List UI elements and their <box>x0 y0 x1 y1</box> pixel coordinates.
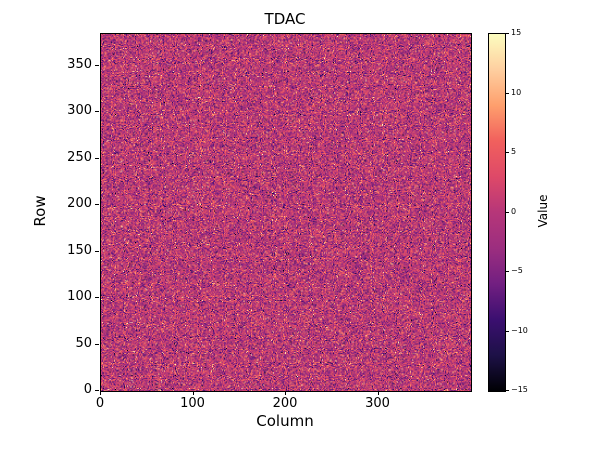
y-axis-label: Row <box>31 195 49 227</box>
y-tick-label: 50 <box>75 335 92 351</box>
y-tick-label: 350 <box>67 56 92 72</box>
colorbar-tick-label: −10 <box>511 325 528 335</box>
y-tick-label: 300 <box>67 103 92 119</box>
x-tick-mark <box>285 391 286 395</box>
colorbar-tick-label: 15 <box>511 28 522 37</box>
heatmap-canvas <box>101 34 471 391</box>
y-tick-mark <box>95 111 99 113</box>
y-tick-label: 200 <box>67 196 92 212</box>
y-tick-mark <box>95 390 99 391</box>
colorbar-tick-label: −15 <box>511 385 528 394</box>
colorbar-tick-label: 10 <box>511 87 522 97</box>
x-tick-mark <box>100 391 101 395</box>
y-tick-mark <box>95 157 99 159</box>
colorbar-tick-mark <box>506 211 509 213</box>
colorbar-tick-mark <box>506 390 509 391</box>
y-tick-mark <box>95 204 99 206</box>
y-tick-mark <box>95 250 99 252</box>
colorbar-tick-mark <box>506 152 509 153</box>
y-tick-label: 250 <box>67 149 92 165</box>
x-axis-label: Column <box>256 412 314 430</box>
y-tick-label: 150 <box>67 242 92 258</box>
x-tick-label: 200 <box>272 396 298 411</box>
x-tick-label: 100 <box>180 396 205 411</box>
x-tick-mark <box>377 391 379 395</box>
colorbar-tick-mark <box>506 92 509 94</box>
x-tick-label: 300 <box>365 396 390 411</box>
colorbar-tick-label: 0 <box>511 206 517 216</box>
colorbar-tick-label: −5 <box>511 266 523 275</box>
y-tick-mark <box>95 64 99 66</box>
x-tick-mark <box>192 391 194 395</box>
colorbar-tick-mark <box>506 271 509 272</box>
x-tick-label: 0 <box>95 396 105 411</box>
colorbar-tick-mark <box>506 330 509 332</box>
y-tick-mark <box>95 343 99 345</box>
y-tick-label: 100 <box>67 289 92 305</box>
colorbar-label: Value <box>536 194 550 228</box>
colorbar <box>488 33 506 392</box>
chart-title: TDAC <box>264 10 306 28</box>
colorbar-tick-label: 5 <box>511 147 517 156</box>
colorbar-tick-mark <box>506 33 509 34</box>
y-tick-label: 0 <box>83 382 92 397</box>
heatmap-plot-area <box>100 33 472 392</box>
y-tick-mark <box>95 297 99 299</box>
